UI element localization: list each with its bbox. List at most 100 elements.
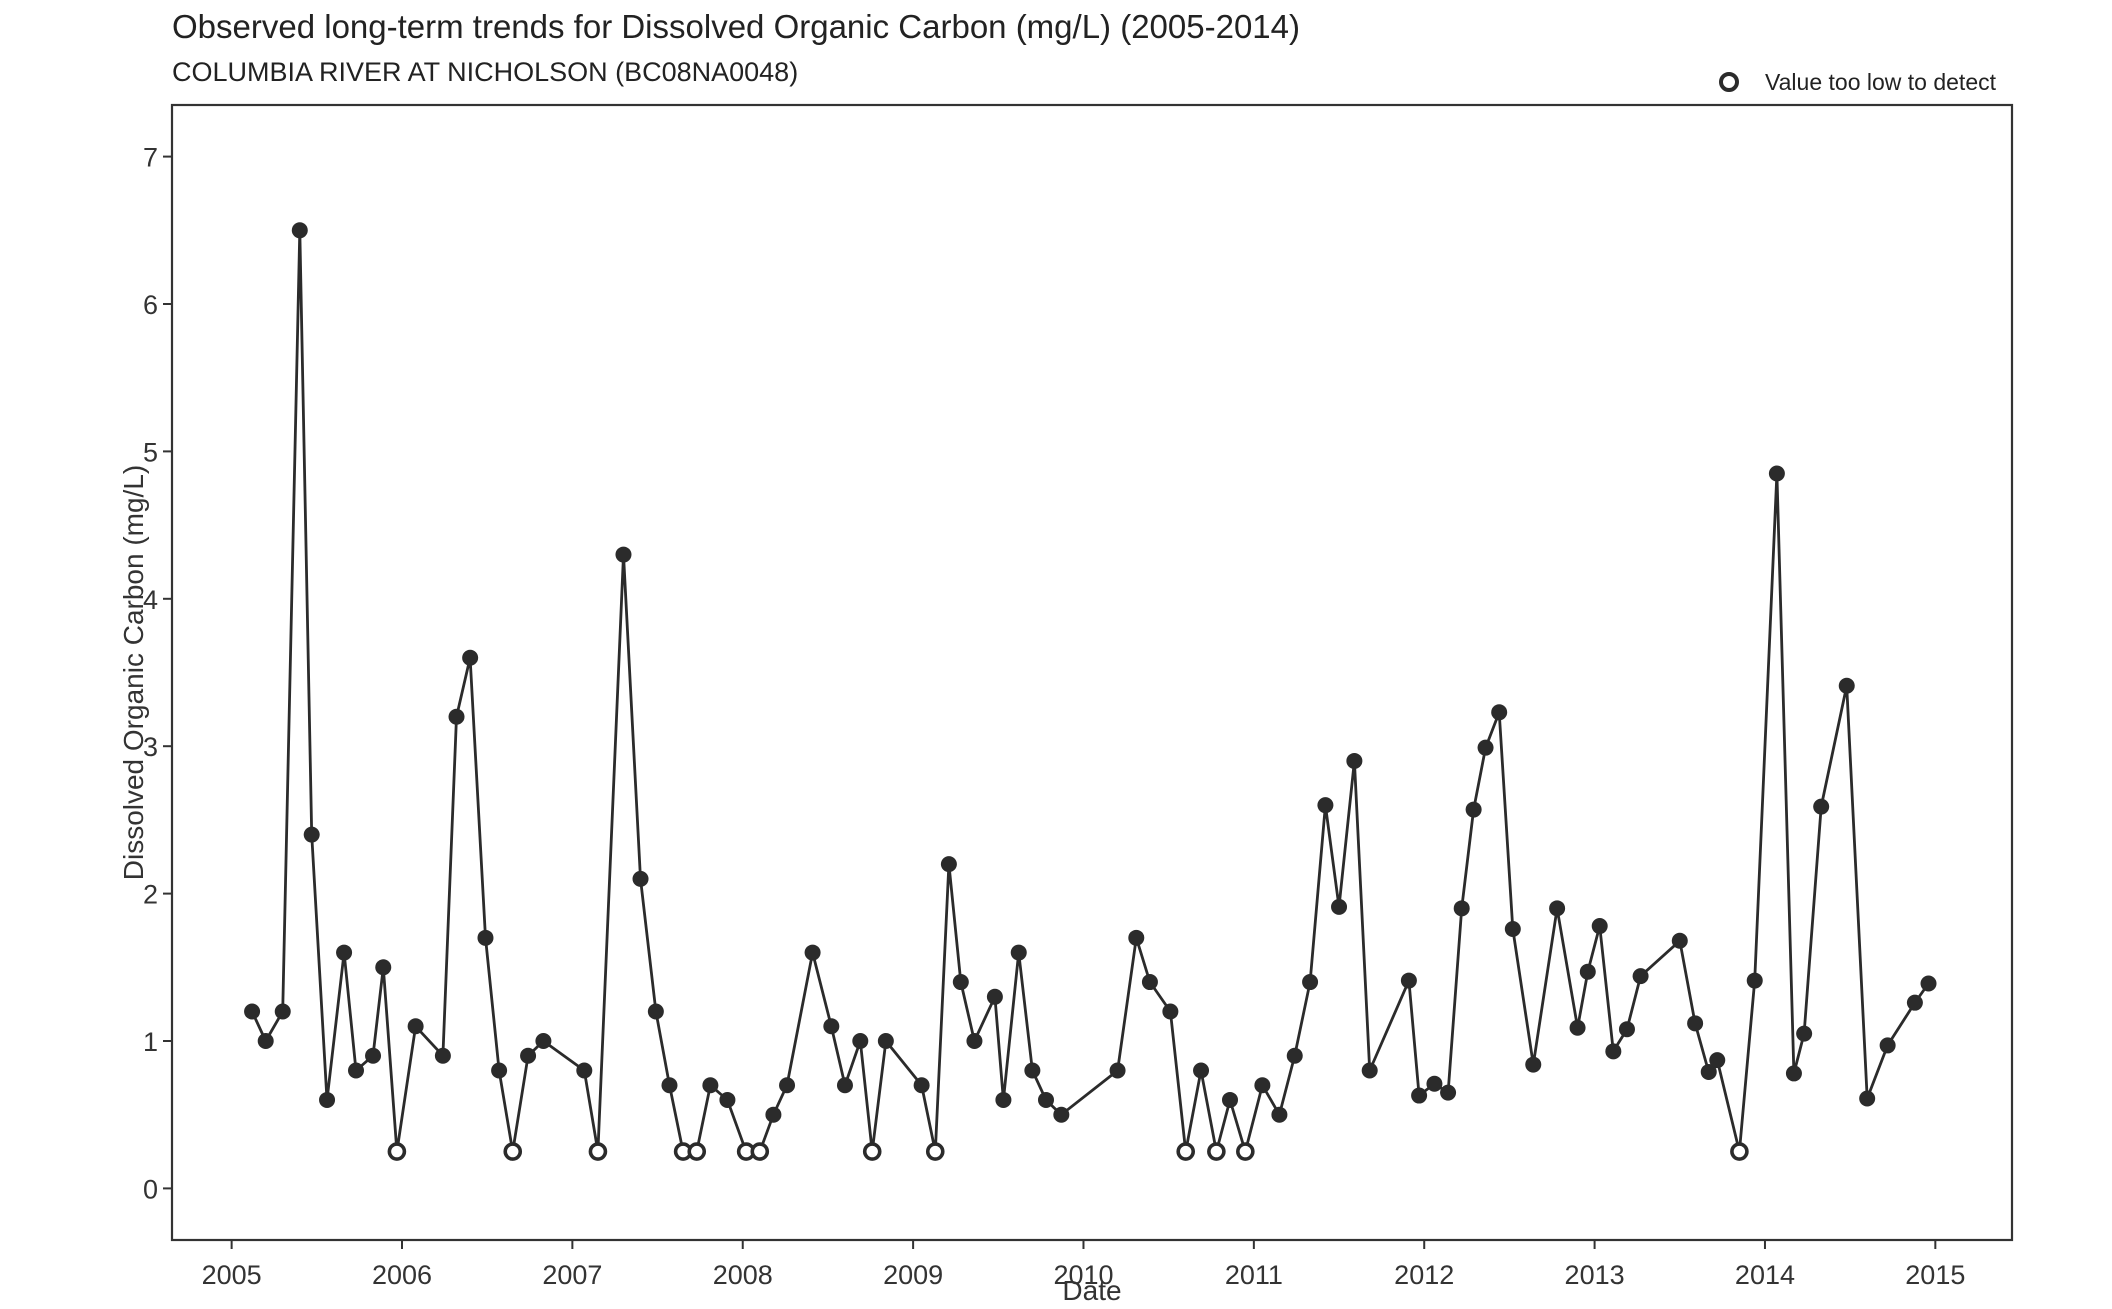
x-tick-label: 2010	[1053, 1260, 1113, 1290]
data-point	[1254, 1077, 1271, 1094]
data-point-below-detection	[1176, 1142, 1196, 1161]
data-point-below-detection	[1730, 1142, 1749, 1161]
data-point	[661, 1077, 678, 1094]
data-point	[1700, 1063, 1717, 1080]
data-point	[535, 1033, 552, 1050]
legend-open-circle-icon	[1719, 72, 1739, 92]
x-tick-label: 2012	[1394, 1260, 1454, 1290]
data-point	[995, 1091, 1012, 1108]
data-point	[1286, 1047, 1303, 1064]
y-tick-label: 3	[143, 732, 158, 762]
data-point	[303, 826, 320, 843]
series-line	[250, 228, 1930, 1153]
data-point	[1053, 1106, 1070, 1123]
data-point	[576, 1062, 593, 1079]
data-point	[1813, 798, 1830, 815]
data-point	[1906, 994, 1923, 1011]
axes: 2005 2006 2007 2008 2009 2010 2011 2012 2013 2014…	[143, 103, 2014, 1290]
data-point	[1128, 929, 1145, 946]
data-point	[1193, 1062, 1210, 1079]
data-point	[1504, 920, 1521, 937]
data-point-below-detection	[1207, 1142, 1226, 1161]
y-tick-label: 0	[143, 1174, 158, 1204]
data-point	[877, 1033, 894, 1050]
data-point	[407, 1018, 424, 1035]
data-point	[291, 222, 308, 239]
legend: Value too low to detect	[1719, 69, 1997, 95]
data-point	[477, 929, 494, 946]
data-point-below-detection	[925, 1142, 945, 1161]
data-point	[1920, 975, 1937, 992]
x-axis-title: Date	[1062, 1275, 1121, 1306]
data-point	[1671, 932, 1688, 949]
data-point	[434, 1047, 451, 1064]
data-point	[952, 974, 969, 991]
y-tick-label: 4	[143, 585, 158, 615]
data-point	[274, 1003, 291, 1020]
data-point	[986, 988, 1003, 1005]
x-tick-label: 2005	[202, 1260, 262, 1290]
x-tick-label: 2007	[542, 1260, 602, 1290]
data-point	[336, 944, 353, 961]
data-point	[702, 1077, 719, 1094]
data-point	[1331, 898, 1348, 915]
data-point	[1746, 972, 1763, 989]
data-point	[647, 1003, 664, 1020]
data-point	[1859, 1090, 1876, 1107]
data-point	[765, 1106, 782, 1123]
data-point	[1038, 1091, 1054, 1108]
data-point-below-detection	[588, 1142, 608, 1161]
x-tick-label: 2008	[713, 1260, 773, 1290]
data-point	[462, 649, 479, 666]
data-point	[779, 1077, 796, 1094]
data-point	[1346, 752, 1363, 769]
y-tick-label: 1	[143, 1027, 158, 1057]
data-point	[836, 1077, 853, 1094]
data-point	[1838, 677, 1855, 694]
chart-title: Observed long-term trends for Dissolved …	[172, 8, 1300, 45]
data-point	[1768, 465, 1785, 482]
data-point	[1605, 1043, 1622, 1060]
data-point	[719, 1091, 736, 1108]
data-point	[1569, 1019, 1586, 1036]
y-axis-title: Dissolved Organic Carbon (mg/L)	[118, 465, 149, 881]
data-point	[966, 1033, 983, 1050]
data-point	[940, 856, 957, 873]
data-point	[1796, 1025, 1813, 1042]
data-point-below-detection	[387, 1142, 407, 1161]
y-tick-label: 2	[143, 880, 158, 910]
data-point	[1361, 1062, 1378, 1079]
data-point	[1491, 704, 1508, 721]
x-tick-label: 2014	[1735, 1260, 1795, 1290]
data-point	[375, 959, 392, 976]
data-point	[1440, 1084, 1457, 1101]
data-point	[1162, 1003, 1179, 1020]
data-point	[1222, 1091, 1238, 1108]
data-point	[1411, 1087, 1428, 1104]
data-point	[823, 1018, 840, 1035]
data-point	[1632, 968, 1649, 985]
data-point	[1785, 1065, 1802, 1082]
data-point-below-detection	[1236, 1142, 1255, 1161]
data-point	[1879, 1037, 1896, 1054]
y-tick-label: 6	[143, 290, 158, 320]
data-point	[1579, 963, 1596, 980]
data-point	[1549, 900, 1566, 917]
data-point	[448, 708, 465, 725]
data-point	[1687, 1015, 1704, 1032]
data-point	[1317, 797, 1334, 814]
x-tick-label: 2015	[1905, 1260, 1965, 1290]
y-tick-label: 5	[143, 437, 158, 467]
plot-area	[244, 222, 1937, 1161]
data-point	[1400, 972, 1417, 989]
data-point-below-detection	[750, 1142, 770, 1161]
plot-frame	[170, 103, 2014, 1242]
y-tick-label: 7	[143, 143, 158, 173]
x-tick-label: 2013	[1565, 1260, 1625, 1290]
data-point	[804, 944, 821, 961]
data-point	[615, 546, 632, 563]
data-point	[852, 1033, 869, 1050]
x-tick-label: 2006	[372, 1260, 432, 1290]
x-tick-label: 2011	[1225, 1260, 1283, 1290]
